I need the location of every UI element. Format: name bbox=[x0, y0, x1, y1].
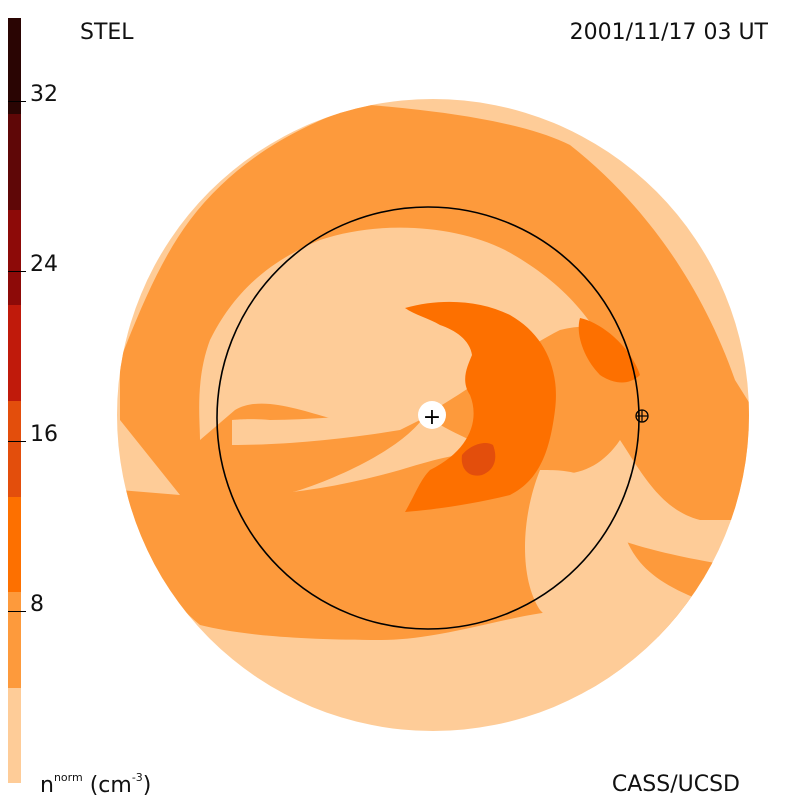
colorbar-band bbox=[8, 687, 21, 784]
colorbar-band bbox=[8, 591, 21, 688]
colorbar bbox=[8, 18, 21, 784]
density-region-low bbox=[232, 413, 430, 445]
timestamp-label: 2001/11/17 03 UT bbox=[569, 20, 768, 45]
credit-label: CASS/UCSD bbox=[611, 772, 740, 797]
density-region-high bbox=[405, 301, 556, 512]
colorbar-tick-label-24: 24 bbox=[30, 252, 58, 277]
colorbar-band bbox=[8, 209, 21, 306]
colorbar-tick bbox=[8, 271, 26, 272]
colorbar-band bbox=[8, 304, 21, 401]
earth-orbit bbox=[216, 206, 640, 630]
sun-marker bbox=[418, 401, 446, 429]
earth-icon bbox=[635, 409, 649, 423]
colorbar-band bbox=[8, 496, 21, 593]
colorbar-band bbox=[8, 113, 21, 210]
density-region-mid bbox=[120, 105, 749, 520]
colorbar-tick bbox=[8, 441, 26, 442]
colorbar-tick bbox=[8, 101, 26, 102]
colorbar-tick-label-32: 32 bbox=[30, 82, 58, 107]
colorbar-band bbox=[8, 400, 21, 497]
sun-plus-icon: + bbox=[423, 405, 441, 430]
unit-label: nnorm (cm-3) bbox=[40, 771, 152, 798]
density-region-peak bbox=[461, 443, 496, 476]
density-region-low bbox=[296, 270, 430, 415]
colorbar-tick-label-16: 16 bbox=[30, 422, 58, 447]
colorbar-tick-label-8: 8 bbox=[30, 592, 44, 617]
observatory-label: STEL bbox=[80, 20, 134, 45]
density-region-high bbox=[578, 318, 640, 383]
colorbar-tick bbox=[8, 611, 26, 612]
colorbar-band bbox=[8, 18, 21, 114]
